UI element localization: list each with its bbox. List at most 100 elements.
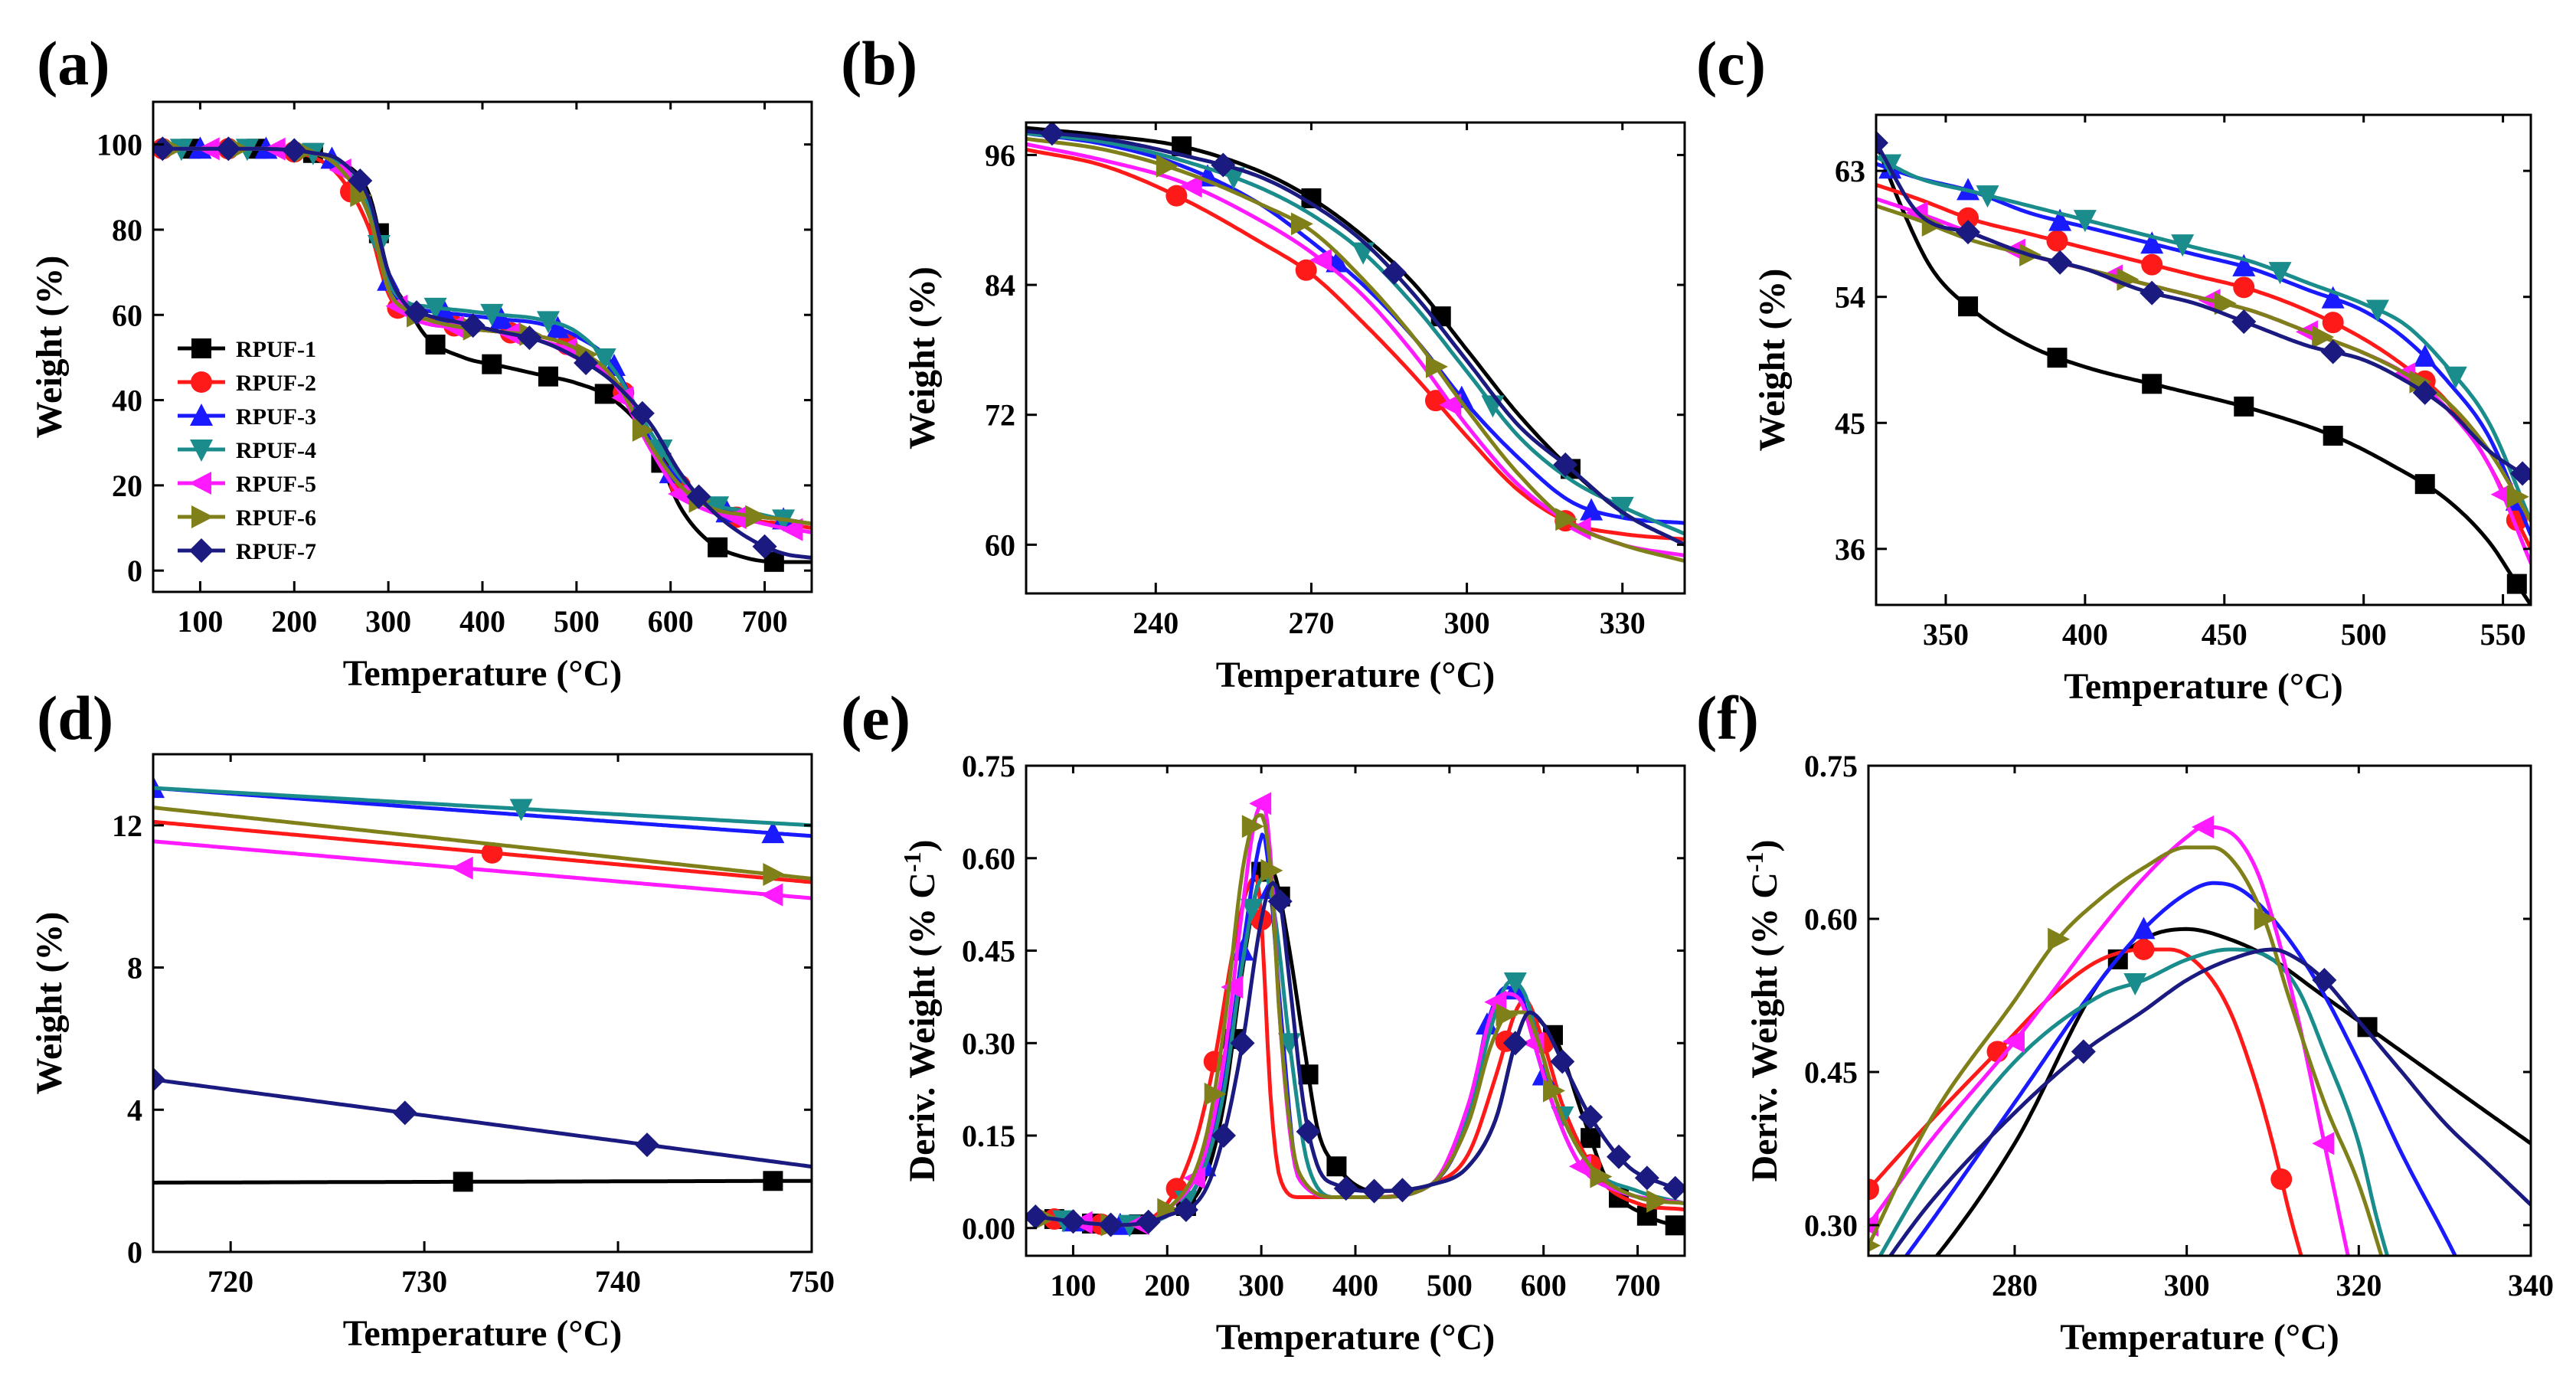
series-line-rpuf-6: [1026, 136, 1685, 564]
x-tick-label: 330: [1600, 606, 1646, 640]
data-point-rpuf-6: [1156, 154, 1178, 178]
y-tick-label: 72: [985, 398, 1015, 433]
data-point-rpuf-4: [537, 311, 560, 334]
data-point-rpuf-4: [706, 496, 730, 519]
series-group: [1876, 130, 2531, 605]
x-tick-label: 500: [1427, 1268, 1473, 1302]
series-group: [1026, 123, 1685, 564]
legend-marker-rpuf-3: [190, 404, 213, 426]
legend-label-rpuf-6: RPUF-6: [236, 505, 316, 531]
data-point-rpuf-3: [1580, 498, 1603, 521]
data-point-rpuf-4: [1221, 167, 1245, 190]
x-tick-label: 300: [1444, 606, 1490, 640]
x-tick-label: 320: [2336, 1268, 2381, 1302]
y-tick-label: 100: [96, 128, 142, 162]
y-axis-label: Deriv. Weight (% C-1): [898, 839, 943, 1181]
data-point-rpuf-7: [574, 350, 599, 375]
y-axis-label-superscript: -1: [898, 851, 926, 872]
panel-d: (d) 720 730 740 750 0 4 8 12 Temperature (°C) Weig…: [29, 683, 835, 1354]
y-tick-label: 8: [127, 951, 142, 985]
data-point-rpuf-6: [1496, 1003, 1518, 1027]
x-tick-label: 100: [177, 604, 223, 639]
series-group: [1026, 792, 1685, 1237]
y-tick-label: 40: [112, 384, 142, 418]
data-point-rpuf-3: [2321, 286, 2345, 309]
panel-label-a: (a): [37, 28, 110, 98]
legend-label-rpuf-7: RPUF-7: [236, 539, 316, 564]
data-point-rpuf-4: [2444, 366, 2467, 389]
data-point-rpuf-5: [1249, 792, 1272, 815]
x-tick-label: 240: [1133, 606, 1178, 640]
data-point-rpuf-4: [509, 799, 533, 822]
data-point-rpuf-7: [153, 1067, 165, 1092]
series-line-rpuf-4: [1878, 947, 2390, 1256]
data-point-rpuf-5: [2312, 1132, 2335, 1155]
data-point-rpuf-7: [1333, 1176, 1358, 1201]
data-point-rpuf-1: [453, 1172, 473, 1192]
data-point-rpuf-2: [2133, 939, 2155, 960]
x-tick-label: 740: [595, 1264, 641, 1299]
y-tick-label: 0.30: [962, 1026, 1015, 1061]
data-point-rpuf-7: [1662, 1175, 1685, 1201]
y-tick-label: 36: [1835, 532, 1865, 567]
series-line-rpuf-4: [153, 786, 812, 828]
data-point-rpuf-7: [1039, 123, 1064, 146]
data-point-rpuf-6: [2254, 907, 2277, 930]
y-tick-label: 0.00: [962, 1211, 1015, 1246]
data-point-rpuf-5: [760, 883, 783, 907]
data-point-rpuf-7: [282, 138, 307, 163]
x-tick-label: 280: [1992, 1268, 2038, 1302]
x-tick-label: 400: [1332, 1268, 1378, 1302]
data-point-rpuf-2: [481, 842, 503, 864]
data-point-rpuf-7: [686, 484, 711, 509]
data-point-rpuf-5: [1439, 393, 1462, 417]
series-line-rpuf-6: [1868, 845, 2384, 1256]
data-point-rpuf-1: [2234, 396, 2254, 417]
data-point-rpuf-7: [1211, 152, 1236, 178]
data-point-rpuf-6: [745, 505, 768, 528]
plot-frame: [1025, 121, 1686, 595]
data-point-rpuf-1: [763, 1171, 783, 1191]
plot-frame: [1025, 764, 1686, 1257]
data-point-rpuf-4: [1240, 898, 1263, 921]
data-point-rpuf-7: [1061, 1209, 1086, 1234]
series-line-rpuf-3: [1026, 131, 1685, 525]
x-tick-label: 100: [1050, 1268, 1096, 1302]
y-axis-label: Weight (%): [29, 912, 70, 1095]
legend-marker-rpuf-7: [189, 538, 214, 563]
data-point-rpuf-5: [780, 518, 803, 541]
x-tick-label: 720: [208, 1264, 253, 1299]
data-point-rpuf-7: [1136, 1209, 1161, 1234]
y-tick-label: 0.15: [962, 1119, 1015, 1153]
data-point-rpuf-7: [1607, 1144, 1631, 1169]
data-point-rpuf-3: [2413, 344, 2437, 367]
y-tick-label: 0.45: [962, 934, 1015, 969]
data-point-rpuf-6: [1868, 1239, 1881, 1252]
data-point-rpuf-4: [2073, 210, 2097, 233]
x-tick-label: 700: [742, 604, 788, 639]
x-tick-label: 500: [2341, 617, 2387, 652]
data-point-rpuf-1: [482, 354, 502, 374]
data-point-rpuf-4: [2123, 973, 2147, 996]
data-point-rpuf-3: [761, 821, 785, 844]
data-point-rpuf-7: [752, 534, 777, 559]
data-point-rpuf-7: [1956, 220, 1981, 245]
data-point-rpuf-7: [2231, 309, 2257, 335]
y-tick-label: 0.60: [1804, 902, 1858, 936]
data-point-rpuf-1: [425, 334, 446, 355]
x-tick-label: 340: [2508, 1268, 2554, 1302]
data-point-rpuf-7: [1553, 452, 1578, 477]
data-point-rpuf-7: [1550, 1049, 1575, 1074]
data-point-rpuf-2: [2322, 312, 2344, 334]
data-point-rpuf-5: [1309, 248, 1332, 272]
series-group: [153, 136, 812, 572]
data-point-rpuf-4: [649, 439, 673, 462]
data-point-rpuf-7: [1390, 1178, 1415, 1203]
x-axis-label: Temperature (°C): [2060, 1317, 2339, 1358]
data-point-rpuf-5: [450, 856, 473, 880]
legend-label-rpuf-4: RPUF-4: [236, 438, 316, 463]
data-point-rpuf-1: [1958, 296, 1979, 317]
data-point-rpuf-3: [546, 315, 570, 338]
data-point-rpuf-5: [2002, 1030, 2025, 1053]
panel-a: (a) 100 200 300 400 500 600 700 0 20 40 60 80 100 Temp…: [29, 28, 813, 694]
